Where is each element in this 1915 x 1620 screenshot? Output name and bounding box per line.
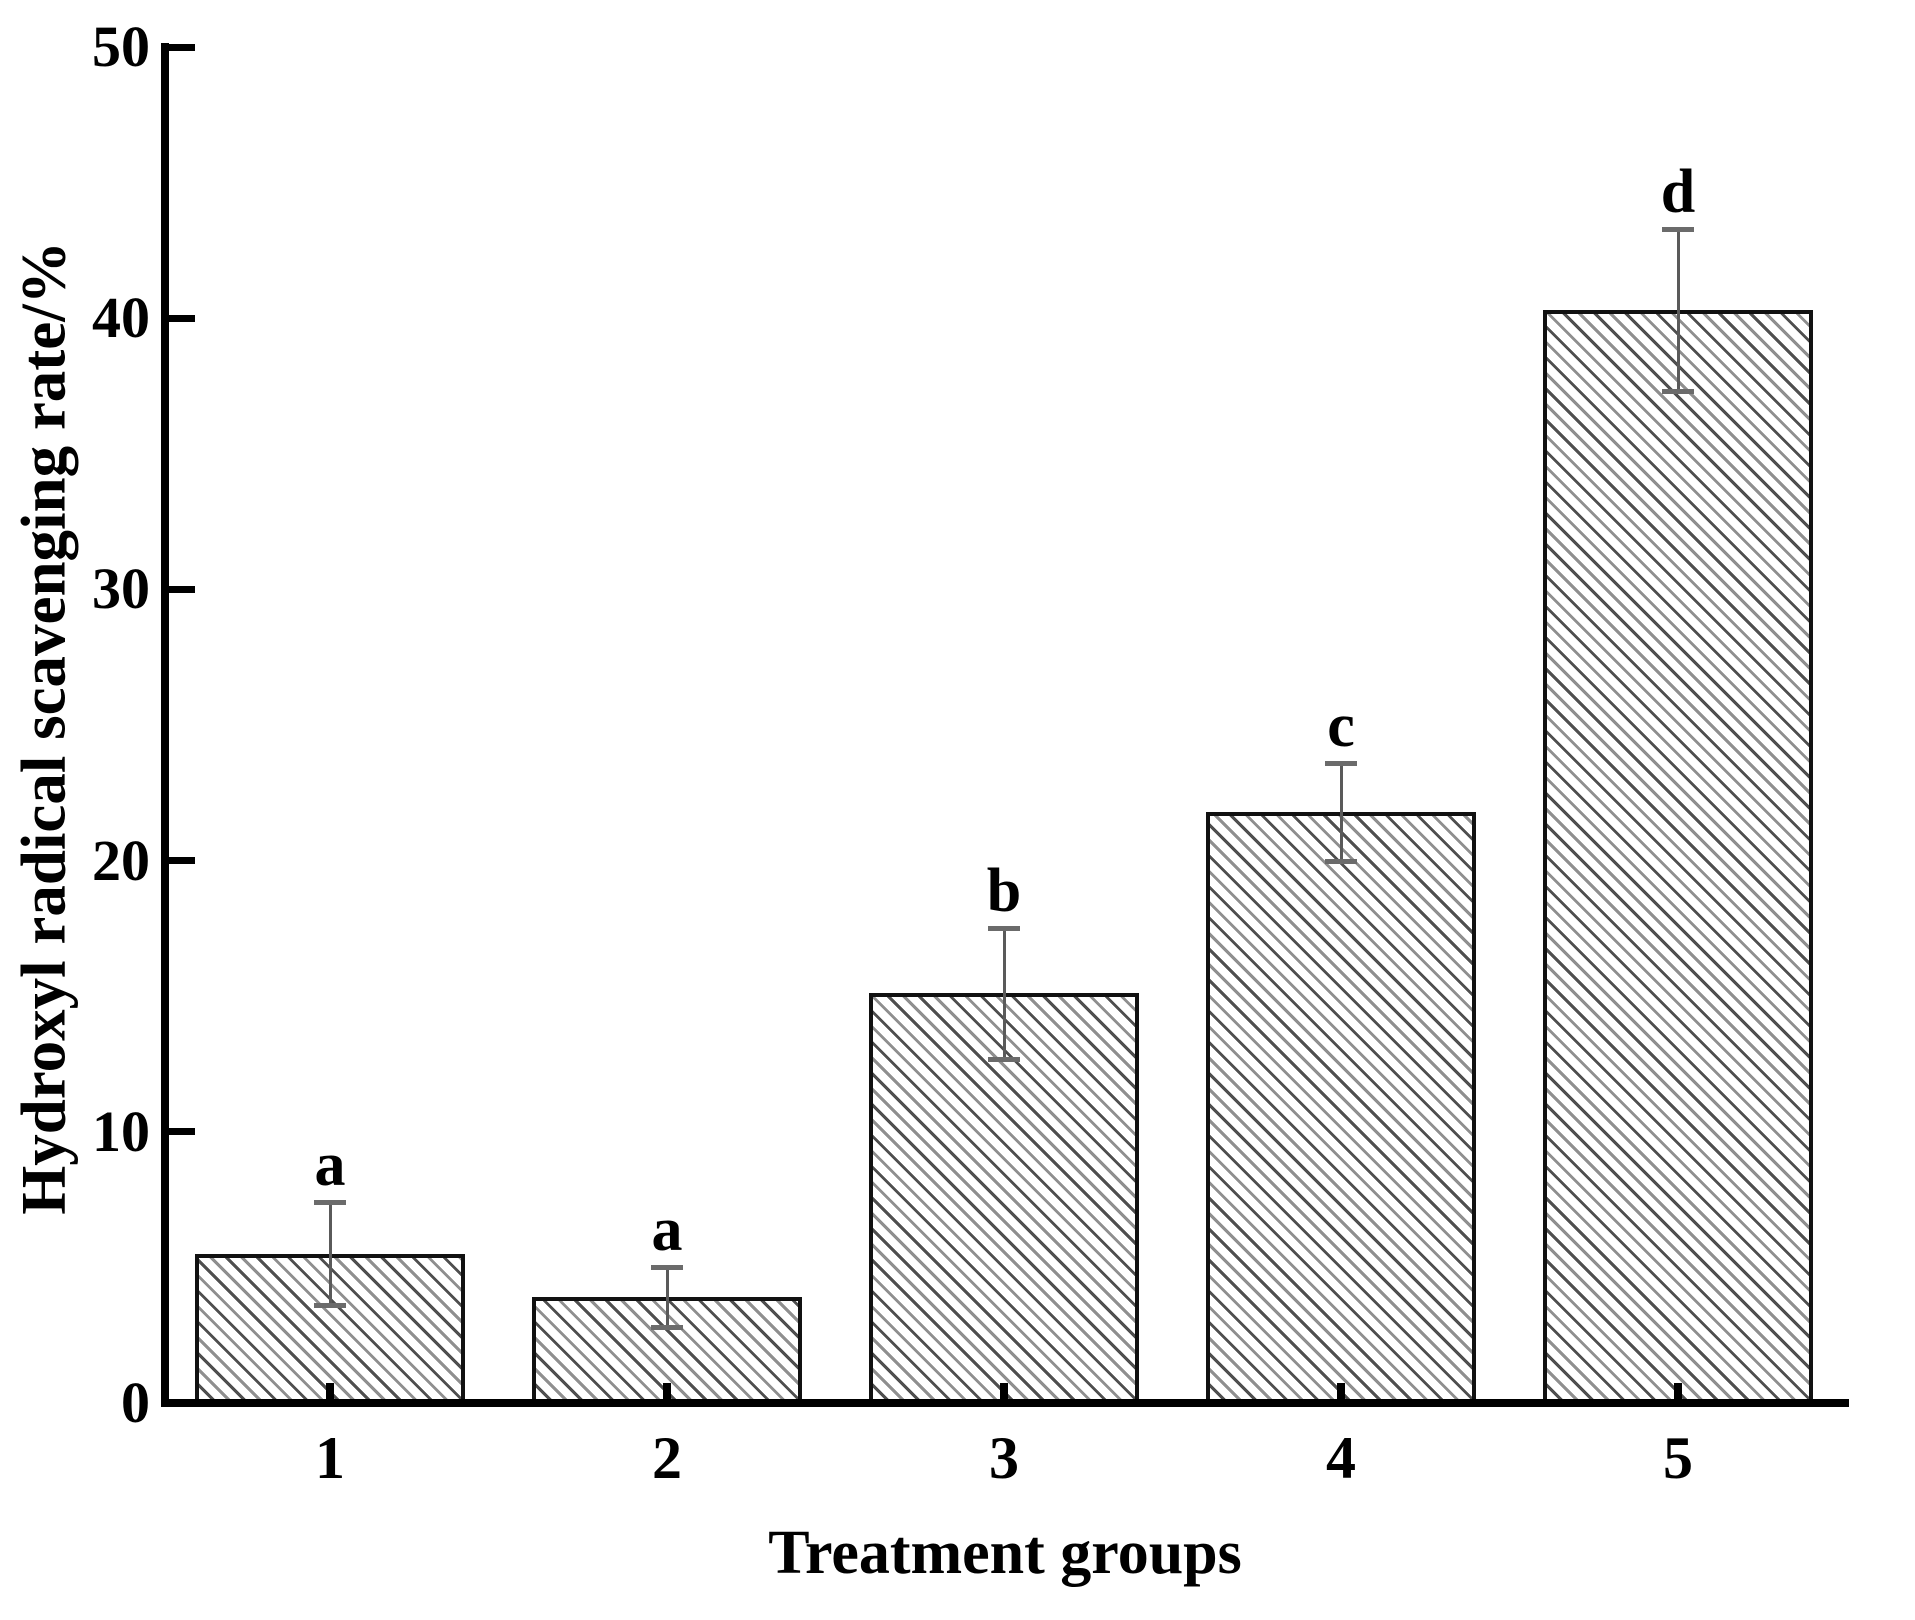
x-axis-title: Treatment groups	[768, 1519, 1242, 1587]
x-tick	[1674, 1383, 1682, 1403]
y-tick-label: 0	[121, 1370, 150, 1435]
error-bar-cap-top	[1662, 226, 1694, 232]
significance-letter: d	[1660, 157, 1696, 226]
x-category-label: 5	[1663, 1425, 1693, 1491]
y-tick	[169, 1128, 195, 1136]
y-tick-label: 30	[92, 556, 150, 622]
error-bar-cap-bottom	[1662, 389, 1694, 395]
bar	[869, 993, 1139, 1403]
y-tick	[169, 857, 195, 865]
x-tick	[326, 1383, 334, 1403]
error-bar-line	[328, 1202, 332, 1306]
significance-letter: a	[314, 1131, 346, 1200]
y-tick	[169, 43, 195, 51]
error-bar-cap-bottom	[314, 1303, 346, 1309]
error-bar-line	[1339, 762, 1343, 861]
x-category-label: 1	[315, 1425, 345, 1491]
error-bar-cap-top	[1325, 760, 1357, 766]
error-bar-cap-bottom	[1325, 858, 1357, 864]
x-tick	[663, 1383, 671, 1403]
error-bar-cap-top	[314, 1200, 346, 1206]
x-category-label: 3	[989, 1425, 1019, 1491]
y-tick-label: 20	[92, 827, 150, 893]
error-bar-cap-top	[651, 1265, 683, 1271]
y-axis-title: Hydroxyl radical scavenging rate/%	[8, 241, 79, 1215]
significance-letter: b	[986, 857, 1022, 926]
y-tick-label: 50	[92, 14, 150, 79]
y-tick	[169, 314, 195, 322]
y-axis-line	[161, 43, 169, 1407]
y-tick-label: 10	[92, 1098, 150, 1164]
error-bar-cap-bottom	[988, 1056, 1020, 1062]
x-category-label: 4	[1326, 1425, 1356, 1491]
error-bar-cap-top	[988, 926, 1020, 932]
significance-letter: c	[1327, 691, 1355, 760]
x-category-label: 2	[652, 1425, 682, 1491]
error-bar-cap-bottom	[651, 1325, 683, 1331]
x-axis-line	[161, 1399, 1849, 1407]
x-tick	[1337, 1383, 1345, 1403]
significance-letter: a	[651, 1196, 683, 1265]
error-bar-line	[1676, 228, 1680, 392]
y-tick	[169, 585, 195, 593]
error-bar-line	[1002, 928, 1006, 1059]
error-bar-line	[665, 1267, 669, 1328]
y-tick-label: 40	[92, 285, 150, 351]
bar	[1206, 811, 1476, 1403]
x-tick	[1000, 1383, 1008, 1403]
bar	[1543, 310, 1813, 1403]
